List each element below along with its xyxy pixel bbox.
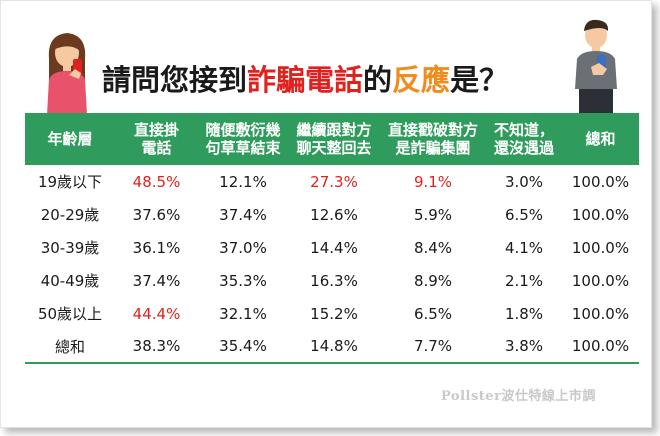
table-header-row: 年齡層 直接掛 電話 隨便敷衍幾 句草草結束 繼續跟對方 聊天整回去 直接戳破對方 是詐… bbox=[25, 113, 639, 165]
table-cell: 37.4% bbox=[219, 205, 267, 224]
table-cell: 50歲以上 bbox=[37, 305, 103, 323]
table-cell: 37.6% bbox=[132, 205, 181, 224]
title-part3: 的 bbox=[363, 63, 393, 97]
title-part2: 詐騙電話 bbox=[247, 63, 364, 97]
table-row: 20-29歲 37.6% 37.4% 12.6% 5.9% 6.5% 100.0… bbox=[25, 198, 639, 231]
table-cell: 30-39歲 bbox=[40, 239, 100, 257]
table-cell: 100.0% bbox=[571, 304, 630, 323]
table-cell: 48.5% bbox=[132, 172, 181, 191]
table-cell: 100.0% bbox=[571, 238, 630, 257]
table-row: 50歲以上 44.4% 32.1% 15.2% 6.5% 1.8% 100.0% bbox=[25, 297, 639, 330]
table-cell: 36.1% bbox=[132, 238, 181, 257]
header-age-group: 年齡層 bbox=[47, 130, 93, 148]
woman-phone-icon bbox=[47, 33, 87, 115]
table-cell: 100.0% bbox=[571, 271, 630, 290]
header-keep-chatting: 繼續跟對方 聊天整回去 bbox=[296, 121, 372, 157]
table-cell: 15.2% bbox=[310, 304, 358, 323]
table-cell: 3.8% bbox=[486, 330, 562, 364]
table-cell: 2.1% bbox=[504, 271, 544, 290]
table-cell: 38.3% bbox=[115, 330, 198, 364]
table-cell: 12.6% bbox=[310, 205, 358, 224]
table-cell: 100.0% bbox=[571, 172, 630, 191]
table-cell: 100.0% bbox=[562, 330, 639, 364]
table-cell: 35.3% bbox=[219, 271, 267, 290]
table-cell: 6.5% bbox=[413, 304, 453, 323]
table-cell: 32.1% bbox=[219, 304, 267, 323]
man-phone-icon bbox=[575, 19, 617, 113]
table-cell: 27.3% bbox=[310, 172, 358, 191]
header-dont-know: 不知道， 還沒遇過 bbox=[493, 121, 554, 157]
table-cell: 12.1% bbox=[219, 172, 267, 191]
table-cell: 1.8% bbox=[504, 304, 544, 323]
title-part5: 是？ bbox=[450, 63, 509, 97]
table-cell: 8.4% bbox=[413, 238, 453, 257]
pollster-watermark: Pollster波仕特線上市調 bbox=[441, 389, 596, 404]
table-cell: 20-29歲 bbox=[40, 206, 100, 224]
table-cell: 19歲以下 bbox=[37, 173, 103, 191]
table-row: 40-49歲 37.4% 35.3% 16.3% 8.9% 2.1% 100.0… bbox=[25, 264, 639, 297]
survey-table: 年齡層 直接掛 電話 隨便敷衍幾 句草草結束 繼續跟對方 聊天整回去 直接戳破對方 是詐… bbox=[25, 113, 639, 364]
table-row: 19歲以下 48.5% 12.1% 27.3% 9.1% 3.0% 100.0% bbox=[25, 165, 639, 198]
table-cell: 37.4% bbox=[132, 271, 181, 290]
table-cell: 3.0% bbox=[504, 172, 544, 191]
table-cell: 14.8% bbox=[288, 330, 380, 364]
title-part1: 請問您接到 bbox=[102, 63, 248, 97]
table-cell: 9.1% bbox=[413, 172, 453, 191]
table-cell: 14.4% bbox=[310, 238, 358, 257]
table-cell: 100.0% bbox=[571, 205, 630, 224]
table-cell: 8.9% bbox=[413, 271, 453, 290]
table-cell: 5.9% bbox=[413, 205, 453, 224]
header-hang-up: 直接掛 電話 bbox=[133, 121, 179, 157]
table-cell: 7.7% bbox=[380, 330, 486, 364]
table-cell: 6.5% bbox=[504, 205, 544, 224]
table-cell: 16.3% bbox=[310, 271, 358, 290]
page-title: 請問您接到詐騙電話的反應是？ bbox=[102, 57, 508, 103]
title-part4: 反應 bbox=[392, 63, 451, 97]
table-cell: 44.4% bbox=[132, 304, 181, 323]
table-cell: 35.4% bbox=[198, 330, 288, 364]
table-cell: 37.0% bbox=[219, 238, 267, 257]
table-cell: 總和 bbox=[25, 330, 115, 364]
table-row: 總和 38.3% 35.4% 14.8% 7.7% 3.8% 100.0% bbox=[25, 330, 639, 364]
header-expose-scam: 直接戳破對方 是詐騙集團 bbox=[387, 121, 478, 157]
header-perfunctory: 隨便敷衍幾 句草草結束 bbox=[205, 121, 281, 157]
infographic-frame: 請問您接到詐騙電話的反應是？ 年齡層 直接掛 電話 隨便敷衍幾 句草草結束 繼續跟對… bbox=[0, 0, 652, 428]
table-cell: 4.1% bbox=[504, 238, 544, 257]
table-cell: 40-49歲 bbox=[40, 272, 100, 290]
table-row: 30-39歲 36.1% 37.0% 14.4% 8.4% 4.1% 100.0… bbox=[25, 231, 639, 264]
header-total: 總和 bbox=[585, 130, 616, 148]
